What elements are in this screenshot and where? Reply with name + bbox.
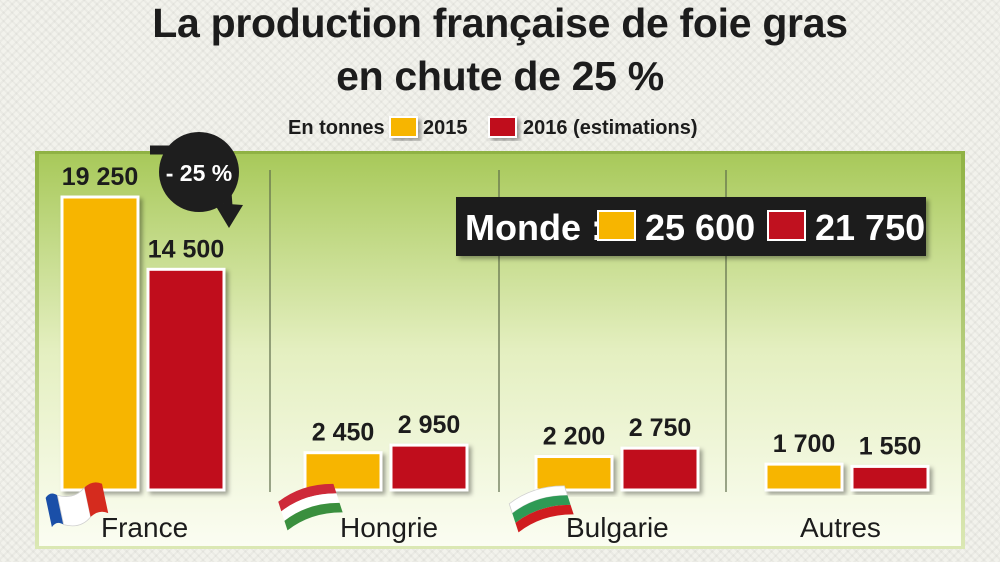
- world-value-2016: 21 750: [815, 207, 925, 248]
- bar-bulgarie-2016: [620, 446, 700, 492]
- value-label-bulgarie-2015: 2 200: [543, 423, 606, 451]
- legend-swatch-2016: [488, 116, 517, 138]
- bulgaria-flag-icon: [508, 485, 574, 533]
- bar-bulgarie-2015: [534, 455, 614, 492]
- category-label-hongrie: Hongrie: [340, 512, 438, 543]
- value-label-hongrie-2015: 2 450: [312, 419, 375, 447]
- bars: [60, 195, 930, 492]
- category-label-bulgarie: Bulgarie: [566, 512, 669, 543]
- value-label-autres-2016: 1 550: [859, 432, 922, 460]
- world-box-bg: [456, 197, 926, 256]
- bar-autres-2015: [764, 462, 844, 492]
- bar-france-2015: [60, 195, 140, 492]
- legend-label-2016: 2016 (estimations): [523, 117, 698, 139]
- world-total-box: Monde : 25 600 21 750: [456, 197, 926, 256]
- badge-circle: [159, 132, 239, 212]
- value-label-france-2016: 14 500: [148, 235, 224, 263]
- world-swatch-2016: [767, 210, 806, 241]
- france-flag-icon: [45, 482, 109, 528]
- value-label-france-2015: 19 250: [62, 163, 138, 191]
- legend-swatch-2015: [389, 116, 418, 138]
- value-labels: 19 250 14 500 2 450 2 950 2 200 2 750 1 700 1 5…: [62, 163, 922, 460]
- category-label-autres: Autres: [800, 512, 881, 543]
- arrow-head-icon: [214, 203, 243, 228]
- world-swatch-2015: [597, 210, 636, 241]
- value-label-autres-2015: 1 700: [773, 430, 836, 458]
- bar-france-2016: [146, 267, 226, 492]
- change-badge: - 25 %: [150, 132, 243, 228]
- chart-title: La production française de foie gras: [152, 0, 847, 46]
- legend-unit-label: En tonnes: [288, 117, 385, 139]
- bar-hongrie-2015: [303, 451, 383, 492]
- world-label: Monde :: [465, 207, 603, 248]
- legend-label-2015: 2015: [423, 117, 468, 139]
- hungary-flag-icon: [278, 483, 343, 531]
- value-label-bulgarie-2016: 2 750: [629, 414, 692, 442]
- world-value-2015: 25 600: [645, 207, 755, 248]
- bar-autres-2016: [850, 464, 930, 492]
- bar-hongrie-2016: [389, 443, 469, 492]
- change-annotation: - 25 %: [166, 160, 232, 186]
- value-label-hongrie-2016: 2 950: [398, 411, 461, 439]
- legend: En tonnes 2015 2016 (estimations): [288, 116, 698, 139]
- chart-title-line2: en chute de 25 %: [336, 53, 664, 99]
- category-label-france: France: [101, 512, 188, 543]
